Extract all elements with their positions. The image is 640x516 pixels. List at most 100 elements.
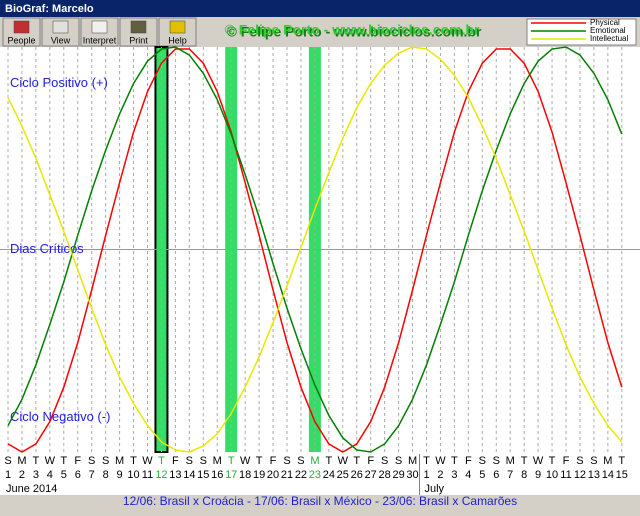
weekday-label: S [88,455,95,467]
day-label: 30 [406,469,418,481]
weekday-label: T [618,455,625,467]
day-label: 11 [142,469,153,481]
weekday-label: W [338,455,349,467]
weekday-label: W [45,455,56,467]
weekday-label: M [603,455,612,467]
weekday-label: W [435,455,446,467]
weekday-label: S [395,455,402,467]
day-label: 28 [379,469,391,481]
weekday-label: T [423,455,430,467]
weekday-label: M [17,455,26,467]
day-label: 5 [61,469,67,481]
weekday-label: W [240,455,251,467]
day-label: 9 [535,469,541,481]
weekday-label: T [228,455,235,467]
day-label: 6 [75,469,81,481]
weekday-label: W [142,455,153,467]
day-label: 14 [602,469,614,481]
month-label: July [425,483,445,495]
day-label: 11 [560,469,571,481]
day-label: 15 [616,469,628,481]
weekday-label: T [521,455,528,467]
cycle-label: Dias Críticos [10,241,84,256]
day-label: 13 [169,469,181,481]
month-label: June 2014 [6,483,57,495]
weekday-label: S [102,455,109,467]
weekday-label: M [408,455,417,467]
legend-label: Emotional [590,26,626,35]
series-line [7,46,623,453]
weekday-label: S [590,455,597,467]
button-icon [130,20,147,34]
day-label: 23 [309,469,321,481]
day-label: 1 [423,469,429,481]
day-label: 7 [89,469,95,481]
day-label: 13 [588,469,600,481]
day-label: 8 [103,469,109,481]
button-label: People [7,35,35,45]
day-label: 24 [323,469,335,481]
date-axis [0,453,640,495]
day-label: 7 [507,469,513,481]
day-label: 9 [117,469,123,481]
button-label: View [51,35,71,45]
weekday-label: M [213,455,222,467]
day-label: 3 [451,469,457,481]
day-label: 6 [493,469,499,481]
day-label: 29 [392,469,404,481]
window-title: BioGraf: Marcelo [5,3,94,15]
weekday-label: S [297,455,304,467]
day-label: 14 [183,469,195,481]
cycle-label: Ciclo Negativo (-) [10,409,110,424]
day-label: 2 [437,469,443,481]
weekday-label: T [158,455,165,467]
day-label: 16 [211,469,223,481]
weekday-label: S [479,455,486,467]
weekday-label: M [506,455,515,467]
day-label: 4 [465,469,471,481]
button-icon [169,20,186,34]
day-label: 17 [225,469,237,481]
weekday-label: M [310,455,319,467]
day-label: 22 [295,469,307,481]
watermark-shadow: © Felipe Porto - www.biociclos.com.br [227,24,482,40]
weekday-label: F [465,455,472,467]
weekday-label: T [451,455,458,467]
day-label: 12 [155,469,167,481]
day-label: 5 [479,469,485,481]
day-label: 8 [521,469,527,481]
weekday-label: M [115,455,124,467]
button-icon [91,20,108,34]
weekday-label: W [533,455,544,467]
weekday-label: T [353,455,360,467]
button-label: Help [168,35,187,45]
weekday-label: F [270,455,277,467]
day-label: 27 [365,469,377,481]
weekday-label: F [172,455,179,467]
cycle-label: Ciclo Positivo (+) [10,75,108,90]
footer: 12/06: Brasil x Croácia - 17/06: Brasil … [123,494,517,508]
title-bar [0,0,640,17]
weekday-label: S [200,455,207,467]
day-label: 21 [281,469,293,481]
day-label: 2 [19,469,25,481]
weekday-label: S [4,455,11,467]
series-line [7,46,623,453]
weekday-label: F [563,455,570,467]
weekday-label: S [186,455,193,467]
day-label: 15 [197,469,209,481]
weekday-label: T [60,455,67,467]
day-label: 4 [47,469,53,481]
weekday-label: S [283,455,290,467]
weekday-label: S [381,455,388,467]
weekday-label: T [325,455,332,467]
day-label: 18 [239,469,251,481]
day-label: 20 [267,469,279,481]
day-label: 1 [5,469,11,481]
day-label: 25 [337,469,349,481]
weekday-label: T [130,455,137,467]
weekday-label: T [256,455,263,467]
series-line [7,48,623,453]
